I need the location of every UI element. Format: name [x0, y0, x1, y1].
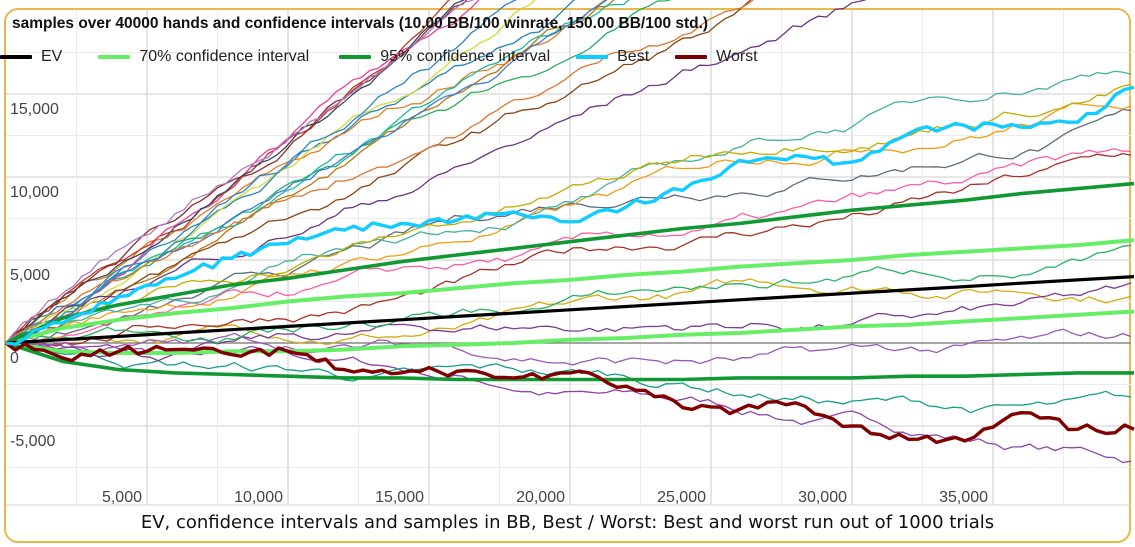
x-tick-label: 30,000: [798, 489, 847, 506]
sample-run-line: [5, 70, 1132, 344]
95-upper-line: [5, 181, 1135, 345]
sample-run-line: [5, 339, 1132, 464]
x-tick-label: 5,000: [102, 489, 142, 506]
sample-run-line: [6, 0, 867, 344]
x-tick-label: 25,000: [657, 489, 706, 506]
y-axis-ticks: 15,000 10,000 5,000 0 -5,000: [10, 101, 59, 450]
70-lower-line: [5, 309, 1135, 355]
grid-lines: [6, 10, 1131, 506]
y-tick-label: 15,000: [10, 101, 59, 118]
sample-run-line: [5, 0, 536, 344]
worst-line: [4, 341, 1135, 445]
legend-item-worst[interactable]: Worst: [675, 48, 758, 66]
legend-label-worst: Worst: [716, 48, 758, 65]
sample-runs: [5, 0, 1132, 464]
legend-swatch-best: [576, 55, 609, 59]
legend-swatch-worst: [675, 55, 708, 59]
legend-item-ev[interactable]: EV: [0, 48, 62, 66]
y-tick-label: 0: [10, 350, 19, 367]
sample-run-line: [5, 0, 630, 344]
legend-item-95ci[interactable]: 95% confidence interval: [339, 48, 550, 66]
sample-run-line: [5, 0, 518, 344]
y-tick-label: 10,000: [10, 184, 59, 201]
legend-label-ev: EV: [41, 48, 63, 65]
sample-run-line: [5, 0, 474, 344]
70-upper-line: [5, 238, 1135, 345]
y-tick-label: 5,000: [10, 267, 50, 284]
sample-run-line: [5, 102, 1132, 344]
sample-run-line: [5, 0, 752, 344]
sample-run-line: [5, 0, 754, 344]
x-tick-label: 10,000: [234, 489, 283, 506]
confidence-lines: [4, 85, 1135, 445]
x-axis-ticks: 5,000 10,000 15,000 20,000 25,000 30,000 35,00…: [102, 489, 988, 506]
ev-line: [5, 275, 1135, 345]
sample-run-line: [5, 342, 1132, 414]
chart-legend: EV 70% confidence interval 95% confidenc…: [0, 48, 784, 66]
legend-label-95ci: 95% confidence interval: [380, 48, 551, 65]
sample-run-line: [5, 0, 468, 344]
sample-run-line: [5, 0, 673, 344]
legend-item-best[interactable]: Best: [576, 48, 649, 66]
y-tick-label: -5,000: [10, 433, 55, 450]
sample-run-line: [5, 0, 480, 344]
sample-run-line: [6, 328, 1132, 366]
95-lower-line: [5, 341, 1134, 382]
x-tick-label: 35,000: [939, 489, 988, 506]
sample-run-line: [5, 244, 1132, 344]
legend-label-70ci: 70% confidence interval: [139, 48, 310, 65]
chart-caption: EV, confidence intervals and samples in …: [140, 512, 995, 533]
legend-swatch-ev: [0, 55, 32, 59]
sample-run-line: [5, 108, 1132, 345]
sample-run-line: [5, 0, 576, 344]
sample-run-line: [5, 0, 465, 344]
legend-item-70ci[interactable]: 70% confidence interval: [98, 48, 309, 66]
legend-label-best: Best: [617, 48, 650, 65]
chart-title: samples over 40000 hands and confidence …: [12, 15, 709, 32]
x-tick-label: 20,000: [516, 489, 565, 506]
sample-run-line: [6, 152, 1132, 347]
best-line: [5, 85, 1135, 346]
legend-swatch-95ci: [339, 55, 372, 59]
legend-swatch-70ci: [98, 55, 131, 59]
sample-run-line: [5, 0, 608, 344]
x-tick-label: 15,000: [375, 489, 424, 506]
